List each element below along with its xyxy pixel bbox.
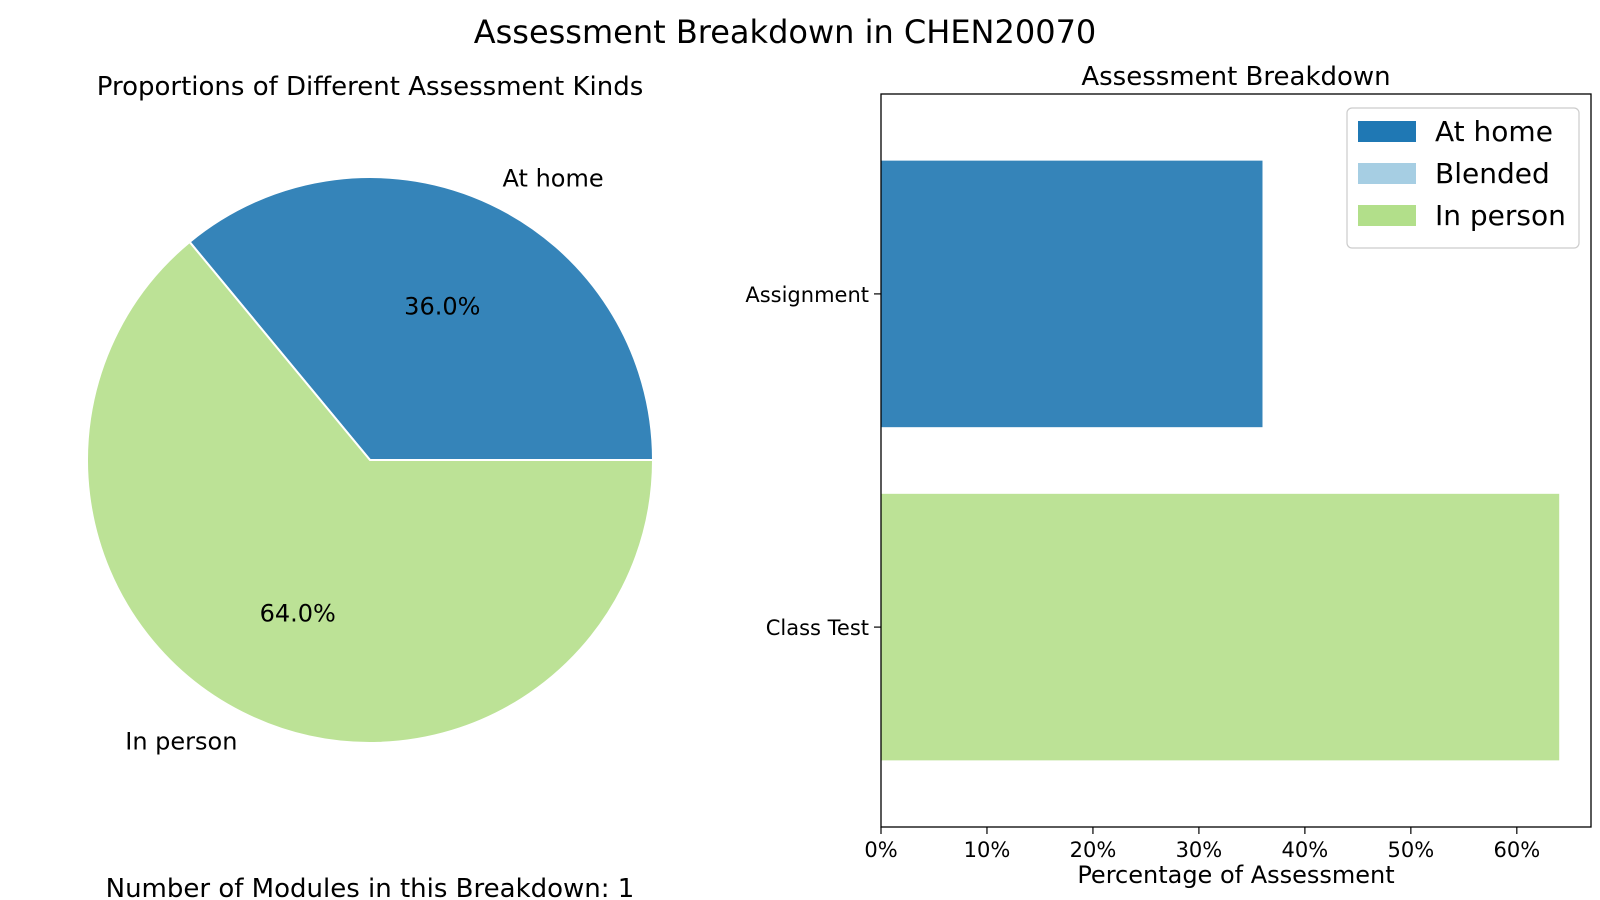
x-tick-label: 10%	[964, 838, 1011, 862]
x-tick-label: 30%	[1176, 838, 1223, 862]
legend[interactable]: At home Blended In person	[1346, 107, 1580, 249]
x-tick-label: 60%	[1493, 838, 1540, 862]
y-axis-ticks: Assignment Class Test	[745, 283, 881, 640]
bar-chart: Assessment Breakdown 0% 10% 20% 30% 40% 50% 60…	[745, 62, 1592, 889]
figure-title: Assessment Breakdown in CHEN20070	[474, 13, 1097, 51]
legend-swatch-blended	[1358, 163, 1416, 184]
pie-slices	[86, 176, 655, 744]
x-axis-label: Percentage of Assessment	[1077, 861, 1394, 889]
bar-assignment-at-home	[881, 160, 1263, 428]
pie-title: Proportions of Different Assessment Kind…	[97, 72, 644, 102]
legend-label-in-person: In person	[1435, 199, 1566, 232]
pie-slice-at-home	[188, 176, 655, 461]
module-count-note: Number of Modules in this Breakdown: 1	[106, 874, 635, 900]
plot-frame	[880, 93, 1592, 828]
legend-label-blended: Blended	[1435, 157, 1550, 190]
legend-item-in-person[interactable]: In person	[1358, 199, 1566, 232]
pie-slice-in-person	[86, 240, 655, 744]
bar-class-test-in-person	[881, 493, 1560, 761]
x-tick-label: 40%	[1282, 838, 1329, 862]
legend-item-blended[interactable]: Blended	[1358, 157, 1550, 190]
pie-labels: 36.0% At home 64.0% In person	[125, 164, 603, 755]
pie-label-at-home: At home	[503, 164, 604, 192]
bar-title: Assessment Breakdown	[1081, 62, 1390, 92]
legend-swatch-at-home	[1358, 121, 1416, 142]
x-tick-label: 0%	[864, 838, 897, 862]
legend-swatch-in-person	[1358, 205, 1416, 226]
y-tick-label-assignment: Assignment	[745, 283, 869, 307]
pie-pct-label-in-person: 64.0%	[260, 600, 336, 628]
legend-item-at-home[interactable]: At home	[1358, 115, 1553, 148]
pie-label-in-person: In person	[125, 728, 237, 756]
bars	[881, 160, 1560, 761]
y-tick-label-class-test: Class Test	[766, 616, 869, 640]
pie-chart: Proportions of Different Assessment Kind…	[86, 72, 655, 756]
x-axis-ticks: 0% 10% 20% 30% 40% 50% 60%	[864, 827, 1540, 862]
pie-pct-label-at-home: 36.0%	[404, 292, 480, 320]
legend-label-at-home: At home	[1435, 115, 1553, 148]
x-tick-label: 20%	[1070, 838, 1117, 862]
x-tick-label: 50%	[1388, 838, 1435, 862]
